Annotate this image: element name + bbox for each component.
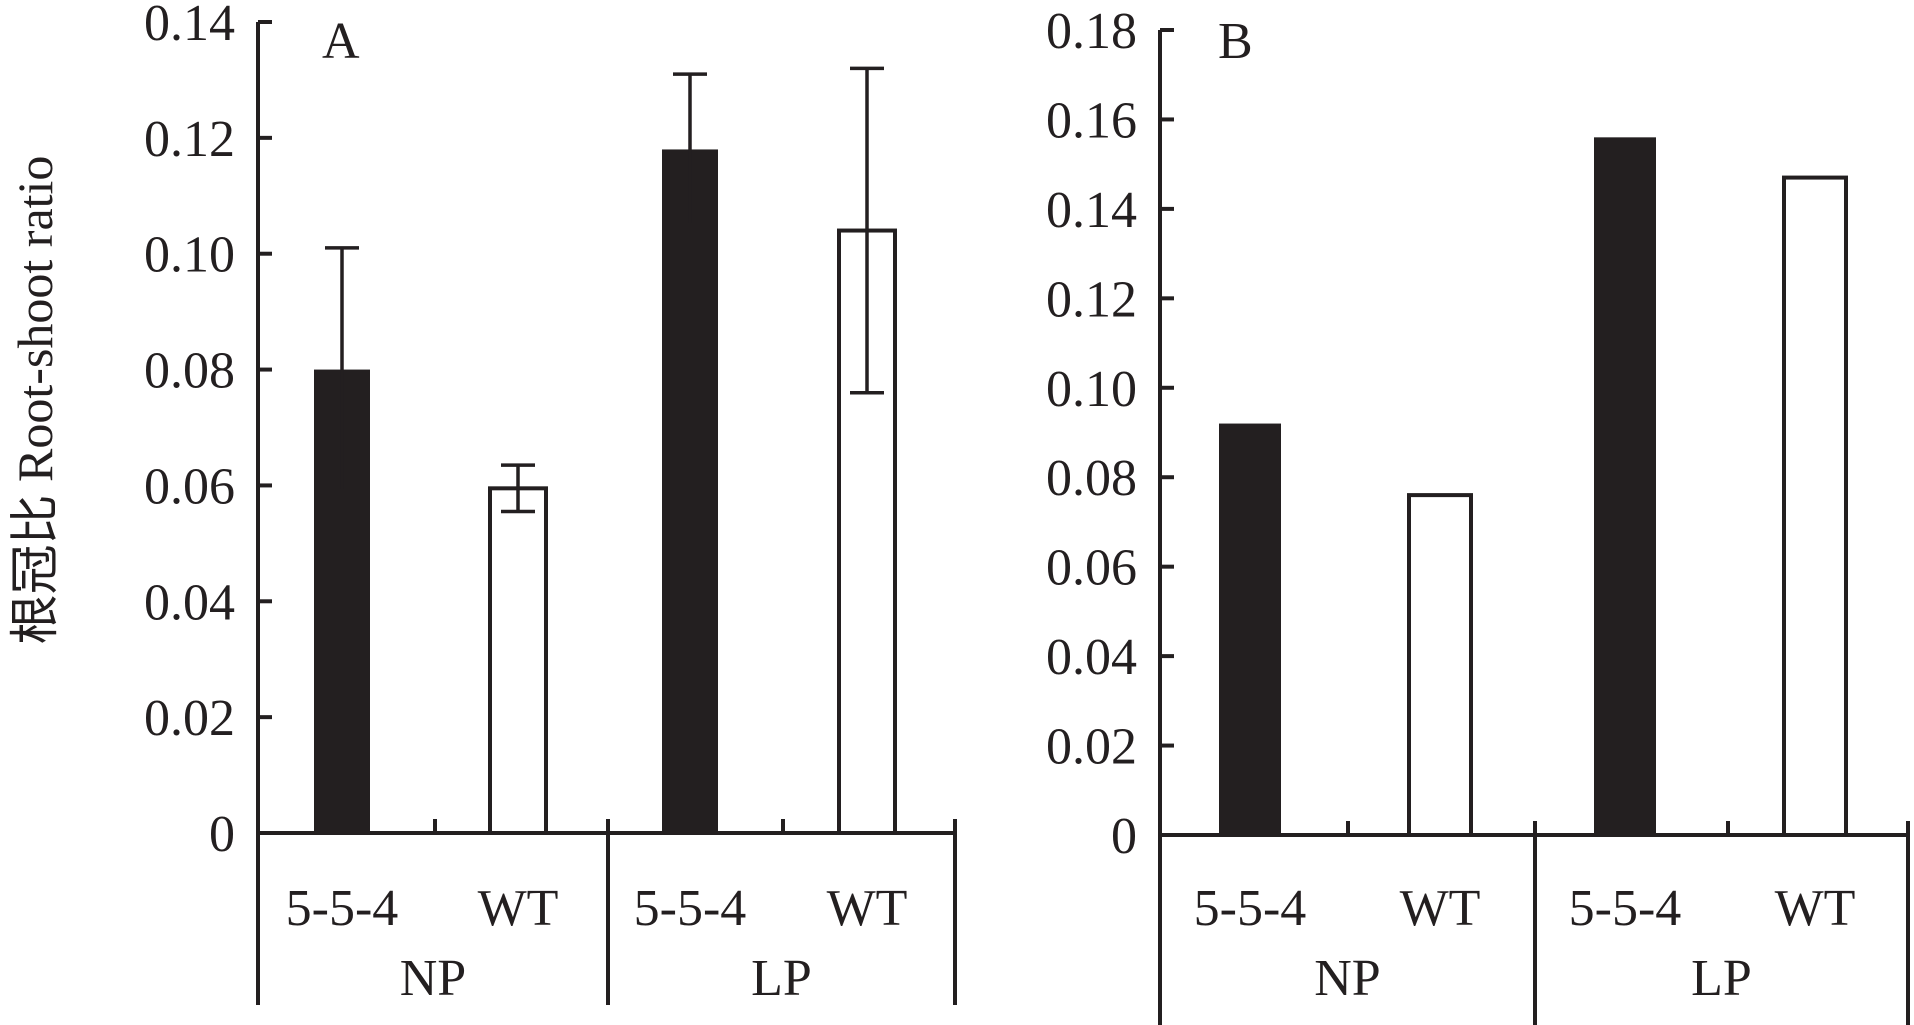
x-category-label: WT bbox=[1775, 880, 1856, 937]
y-tick-label: 0.16 bbox=[1046, 92, 1137, 149]
y-tick-label: 0 bbox=[1111, 808, 1137, 865]
panel-a-label: A bbox=[322, 13, 360, 70]
y-tick-label: 0.10 bbox=[1046, 361, 1137, 418]
y-tick-label: 0.04 bbox=[1046, 629, 1137, 686]
bar-5-5-4 bbox=[662, 149, 718, 833]
x-group-label: NP bbox=[400, 950, 466, 1007]
bar-5-5-4 bbox=[1219, 423, 1281, 835]
y-tick-label: 0.06 bbox=[1046, 540, 1137, 597]
panel-b-chart: B 00.020.040.060.080.100.120.140.160.18 … bbox=[1046, 3, 1910, 1025]
panel-b-y-ticks: 0 0.02 0.04 0.06 0.08 0.10 0.12 0.14 0.16 0.18 bbox=[1046, 3, 1174, 865]
y-tick-label: 0.14 bbox=[144, 0, 235, 52]
x-category-label: 5-5-4 bbox=[1569, 880, 1682, 937]
x-category-label: WT bbox=[478, 880, 559, 937]
y-tick-label: 0.02 bbox=[1046, 719, 1137, 776]
panel-a-y-ticks: 0 0.02 0.04 0.06 0.08 0.10 0.12 0.14 bbox=[144, 0, 272, 863]
y-tick-label: 0.10 bbox=[144, 227, 235, 284]
x-category-label: 5-5-4 bbox=[1194, 880, 1307, 937]
panel-b-label: B bbox=[1218, 13, 1253, 70]
y-tick-label: 0 bbox=[209, 806, 235, 863]
y-tick-label: 0.08 bbox=[1046, 450, 1137, 507]
panel-a-chart: A 0 0.02 0.04 0.06 0.08 0.10 0.12 0.14 5-5-4 WT 5… bbox=[144, 0, 957, 1007]
x-category-label: WT bbox=[1400, 880, 1481, 937]
x-group-label: NP bbox=[1314, 950, 1380, 1007]
x-category-label: WT bbox=[827, 880, 908, 937]
x-category-label: 5-5-4 bbox=[634, 880, 747, 937]
x-category-label: 5-5-4 bbox=[286, 880, 399, 937]
bar-wt bbox=[488, 486, 548, 835]
bar-5-5-4 bbox=[1594, 137, 1656, 836]
y-tick-label: 0.06 bbox=[144, 458, 235, 515]
y-tick-label: 0.18 bbox=[1046, 3, 1137, 60]
x-group-label: LP bbox=[1691, 950, 1752, 1007]
y-tick-label: 0.02 bbox=[144, 690, 235, 747]
panel-b-bars bbox=[1219, 137, 1848, 838]
y-tick-label: 0.04 bbox=[144, 574, 235, 631]
bar-wt bbox=[1407, 493, 1473, 837]
y-axis-title: 根冠比 Root-shoot ratio bbox=[7, 156, 63, 645]
panel-a-bars bbox=[314, 66, 897, 836]
panel-b-axes bbox=[1158, 30, 1910, 1025]
y-tick-label: 0.14 bbox=[1046, 182, 1137, 239]
y-tick-label: 0.08 bbox=[144, 343, 235, 400]
bar-wt bbox=[1782, 175, 1848, 838]
y-tick-label: 0.12 bbox=[1046, 271, 1137, 328]
y-tick-label: 0.12 bbox=[144, 111, 235, 168]
panel-b-x-labels: 5-5-4 WT 5-5-4 WT NP LP bbox=[1194, 880, 1856, 1007]
x-group-label: LP bbox=[751, 950, 812, 1007]
